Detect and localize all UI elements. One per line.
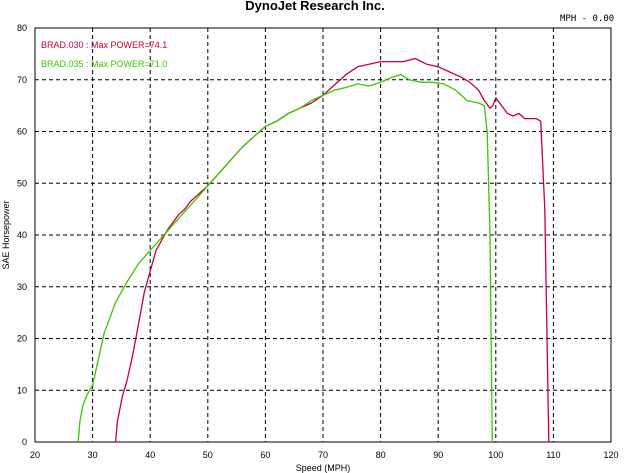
grid (35, 28, 611, 442)
x-tick-label-9: 110 (546, 450, 560, 460)
x-tick-label-4: 60 (260, 450, 270, 460)
legend: BRAD.030 : Max POWER=74.1 BRAD.035 : Max… (41, 40, 167, 69)
x-tick-label-1: 30 (88, 450, 98, 460)
y-tick-label-1: 10 (17, 385, 27, 395)
plot-frame (34, 27, 612, 443)
series-line-1 (114, 57, 550, 443)
x-tick-label-7: 90 (433, 450, 443, 460)
x-tick-label-3: 50 (203, 450, 213, 460)
y-tick-label-8: 80 (17, 23, 27, 33)
y-tick-label-2: 20 (17, 334, 27, 344)
x-tick-label-8: 100 (488, 450, 503, 460)
y-tick-label-4: 40 (17, 230, 27, 240)
y-tick-label-0: 0 (22, 437, 27, 447)
x-tick-label-0: 20 (30, 450, 40, 460)
y-tick-label-5: 50 (17, 178, 27, 188)
x-tick-label-2: 40 (145, 450, 155, 460)
series-line-2 (77, 73, 493, 443)
y-axis-label: SAE Horsepower (1, 200, 11, 269)
y-axis-ticks: 0 10 20 30 40 50 60 70 80 (17, 23, 27, 447)
series-lines (77, 57, 550, 443)
x-tick-label-6: 80 (376, 450, 386, 460)
legend-entry-series-1: BRAD.030 : Max POWER=74.1 (41, 40, 167, 50)
x-tick-label-5: 70 (318, 450, 328, 460)
legend-entry-series-2: BRAD.035 : Max POWER=71.0 (41, 59, 167, 69)
x-axis-label: Speed (MPH) (296, 463, 351, 473)
y-tick-label-7: 70 (17, 75, 27, 85)
y-tick-label-3: 30 (17, 282, 27, 292)
mph-readout: MPH - 0.00 (560, 14, 614, 24)
chart-title: DynoJet Research Inc. (245, 0, 384, 13)
x-axis-ticks: 20 30 40 50 60 70 80 90 100 110 120 (30, 450, 619, 460)
y-tick-label-6: 60 (17, 127, 27, 137)
x-tick-label-10: 120 (603, 450, 618, 460)
